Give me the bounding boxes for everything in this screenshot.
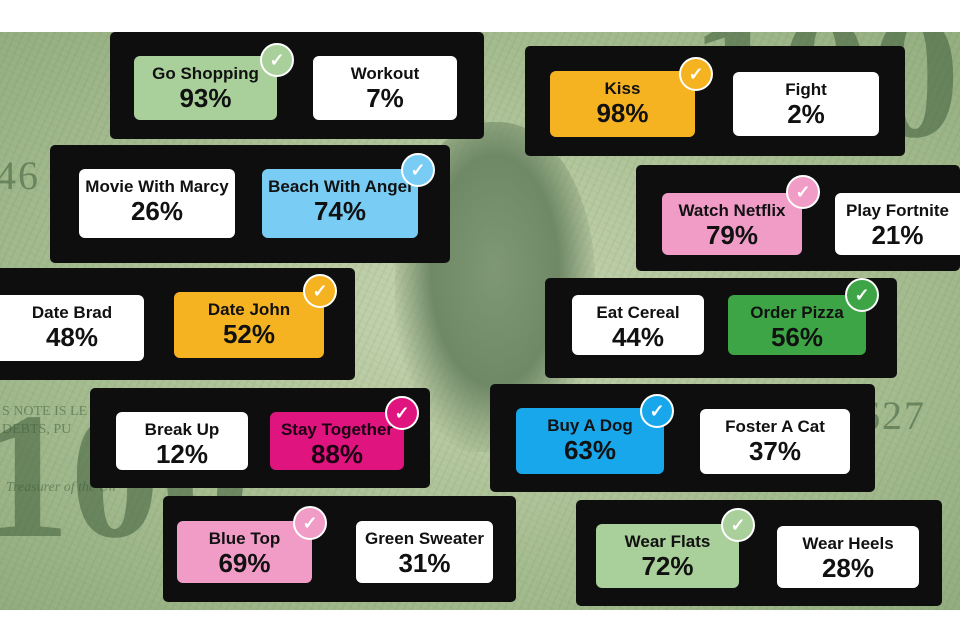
poll-panel: Watch Netflix 79% ✓ Play Fortnite 21% — [636, 165, 960, 271]
option-percent: 56% — [770, 322, 824, 352]
check-icon: ✓ — [293, 506, 327, 540]
poll-option[interactable]: Break Up 12% — [116, 412, 248, 470]
option-percent: 12% — [155, 439, 209, 469]
option-percent: 7% — [366, 83, 404, 113]
option-label: Fight — [785, 80, 827, 99]
check-icon: ✓ — [640, 394, 674, 428]
option-percent: 31% — [398, 548, 451, 578]
option-label: Stay Together — [280, 420, 394, 439]
poll-option[interactable]: Go Shopping 93% — [134, 56, 277, 120]
poll-panel: Wear Flats 72% ✓ Wear Heels 28% — [576, 500, 942, 606]
bill-debts-text: DEBTS, PU — [2, 422, 72, 437]
poll-panel: Eat Cereal 44% Order Pizza 56% ✓ — [545, 278, 897, 378]
poll-panel: Blue Top 69% ✓ Green Sweater 31% — [163, 496, 516, 602]
option-percent: 72% — [641, 551, 694, 581]
poll-panel: Kiss 98% ✓ Fight 2% — [525, 46, 905, 156]
poll-panel: Go Shopping 93% ✓ Workout 7% — [110, 32, 484, 139]
poll-option[interactable]: Wear Flats 72% — [596, 524, 739, 588]
poll-option[interactable]: Wear Heels 28% — [777, 526, 919, 588]
poll-option[interactable]: Date John 52% — [174, 292, 324, 358]
option-label: Blue Top — [208, 529, 281, 548]
option-label: Buy A Dog — [547, 416, 633, 435]
poll-option[interactable]: Green Sweater 31% — [356, 521, 493, 583]
bill-serial-left: 46 — [0, 153, 40, 198]
option-label: Date Brad — [31, 303, 113, 322]
poll-option[interactable]: Movie With Marcy 26% — [79, 169, 235, 238]
option-label: Eat Cereal — [596, 303, 680, 322]
option-label: Wear Flats — [624, 532, 711, 551]
option-percent: 37% — [748, 436, 802, 466]
option-percent: 63% — [563, 435, 617, 465]
option-percent: 44% — [611, 322, 665, 352]
option-label: Go Shopping — [152, 64, 259, 83]
poll-panel: Movie With Marcy 26% Beach With Angel 74… — [50, 145, 450, 263]
bill-note-text: S NOTE IS LE — [2, 404, 88, 419]
option-label: Movie With Marcy — [85, 177, 229, 196]
check-icon: ✓ — [303, 274, 337, 308]
poll-option[interactable]: Beach With Angel 74% — [262, 169, 418, 238]
option-percent: 69% — [218, 548, 271, 578]
check-icon: ✓ — [401, 153, 435, 187]
poll-option[interactable]: Blue Top 69% — [177, 521, 312, 583]
poll-option[interactable]: Order Pizza 56% — [728, 295, 866, 355]
option-label: Green Sweater — [364, 529, 485, 548]
option-label: Date John — [207, 300, 291, 319]
option-percent: 48% — [45, 322, 99, 352]
option-label: Foster A Cat — [725, 417, 825, 436]
option-label: Kiss — [604, 79, 641, 98]
bill-treasurer-text: Treasurer of the Un — [6, 480, 116, 495]
option-percent: 74% — [313, 196, 367, 226]
option-percent: 21% — [871, 220, 924, 250]
option-percent: 52% — [222, 319, 276, 349]
poll-panel: Break Up 12% Stay Together 88% ✓ — [90, 388, 430, 488]
poll-panel: Buy A Dog 63% ✓ Foster A Cat 37% — [490, 384, 875, 492]
poll-option[interactable]: Foster A Cat 37% — [700, 409, 850, 474]
poll-option[interactable]: Fight 2% — [733, 72, 879, 136]
poll-option[interactable]: Stay Together 88% — [270, 412, 404, 470]
option-percent: 28% — [821, 553, 875, 583]
option-percent: 26% — [130, 196, 184, 226]
option-percent: 93% — [179, 83, 232, 113]
poll-option[interactable]: Eat Cereal 44% — [572, 295, 704, 355]
option-percent: 98% — [596, 98, 649, 128]
poll-option[interactable]: Buy A Dog 63% — [516, 408, 664, 474]
option-label: Order Pizza — [750, 303, 844, 322]
option-percent: 2% — [787, 99, 825, 129]
check-icon: ✓ — [721, 508, 755, 542]
option-percent: 79% — [705, 220, 759, 250]
option-label: Beach With Angel — [268, 177, 412, 196]
option-label: Wear Heels — [802, 534, 894, 553]
poll-option[interactable]: Date Brad 48% — [0, 295, 144, 361]
check-icon: ✓ — [786, 175, 820, 209]
poll-option[interactable]: Play Fortnite 21% — [835, 193, 960, 255]
option-label: Workout — [350, 64, 420, 83]
check-icon: ✓ — [260, 43, 294, 77]
poll-option[interactable]: Watch Netflix 79% — [662, 193, 802, 255]
check-icon: ✓ — [679, 57, 713, 91]
option-label: Break Up — [144, 420, 220, 439]
option-percent: 88% — [310, 439, 364, 469]
poll-panel: Date Brad 48% Date John 52% ✓ — [0, 268, 355, 380]
poll-option[interactable]: Kiss 98% — [550, 71, 695, 137]
option-label: Play Fortnite — [846, 201, 949, 220]
check-icon: ✓ — [385, 396, 419, 430]
option-label: Watch Netflix — [678, 201, 786, 220]
check-icon: ✓ — [845, 278, 879, 312]
poll-option[interactable]: Workout 7% — [313, 56, 457, 120]
